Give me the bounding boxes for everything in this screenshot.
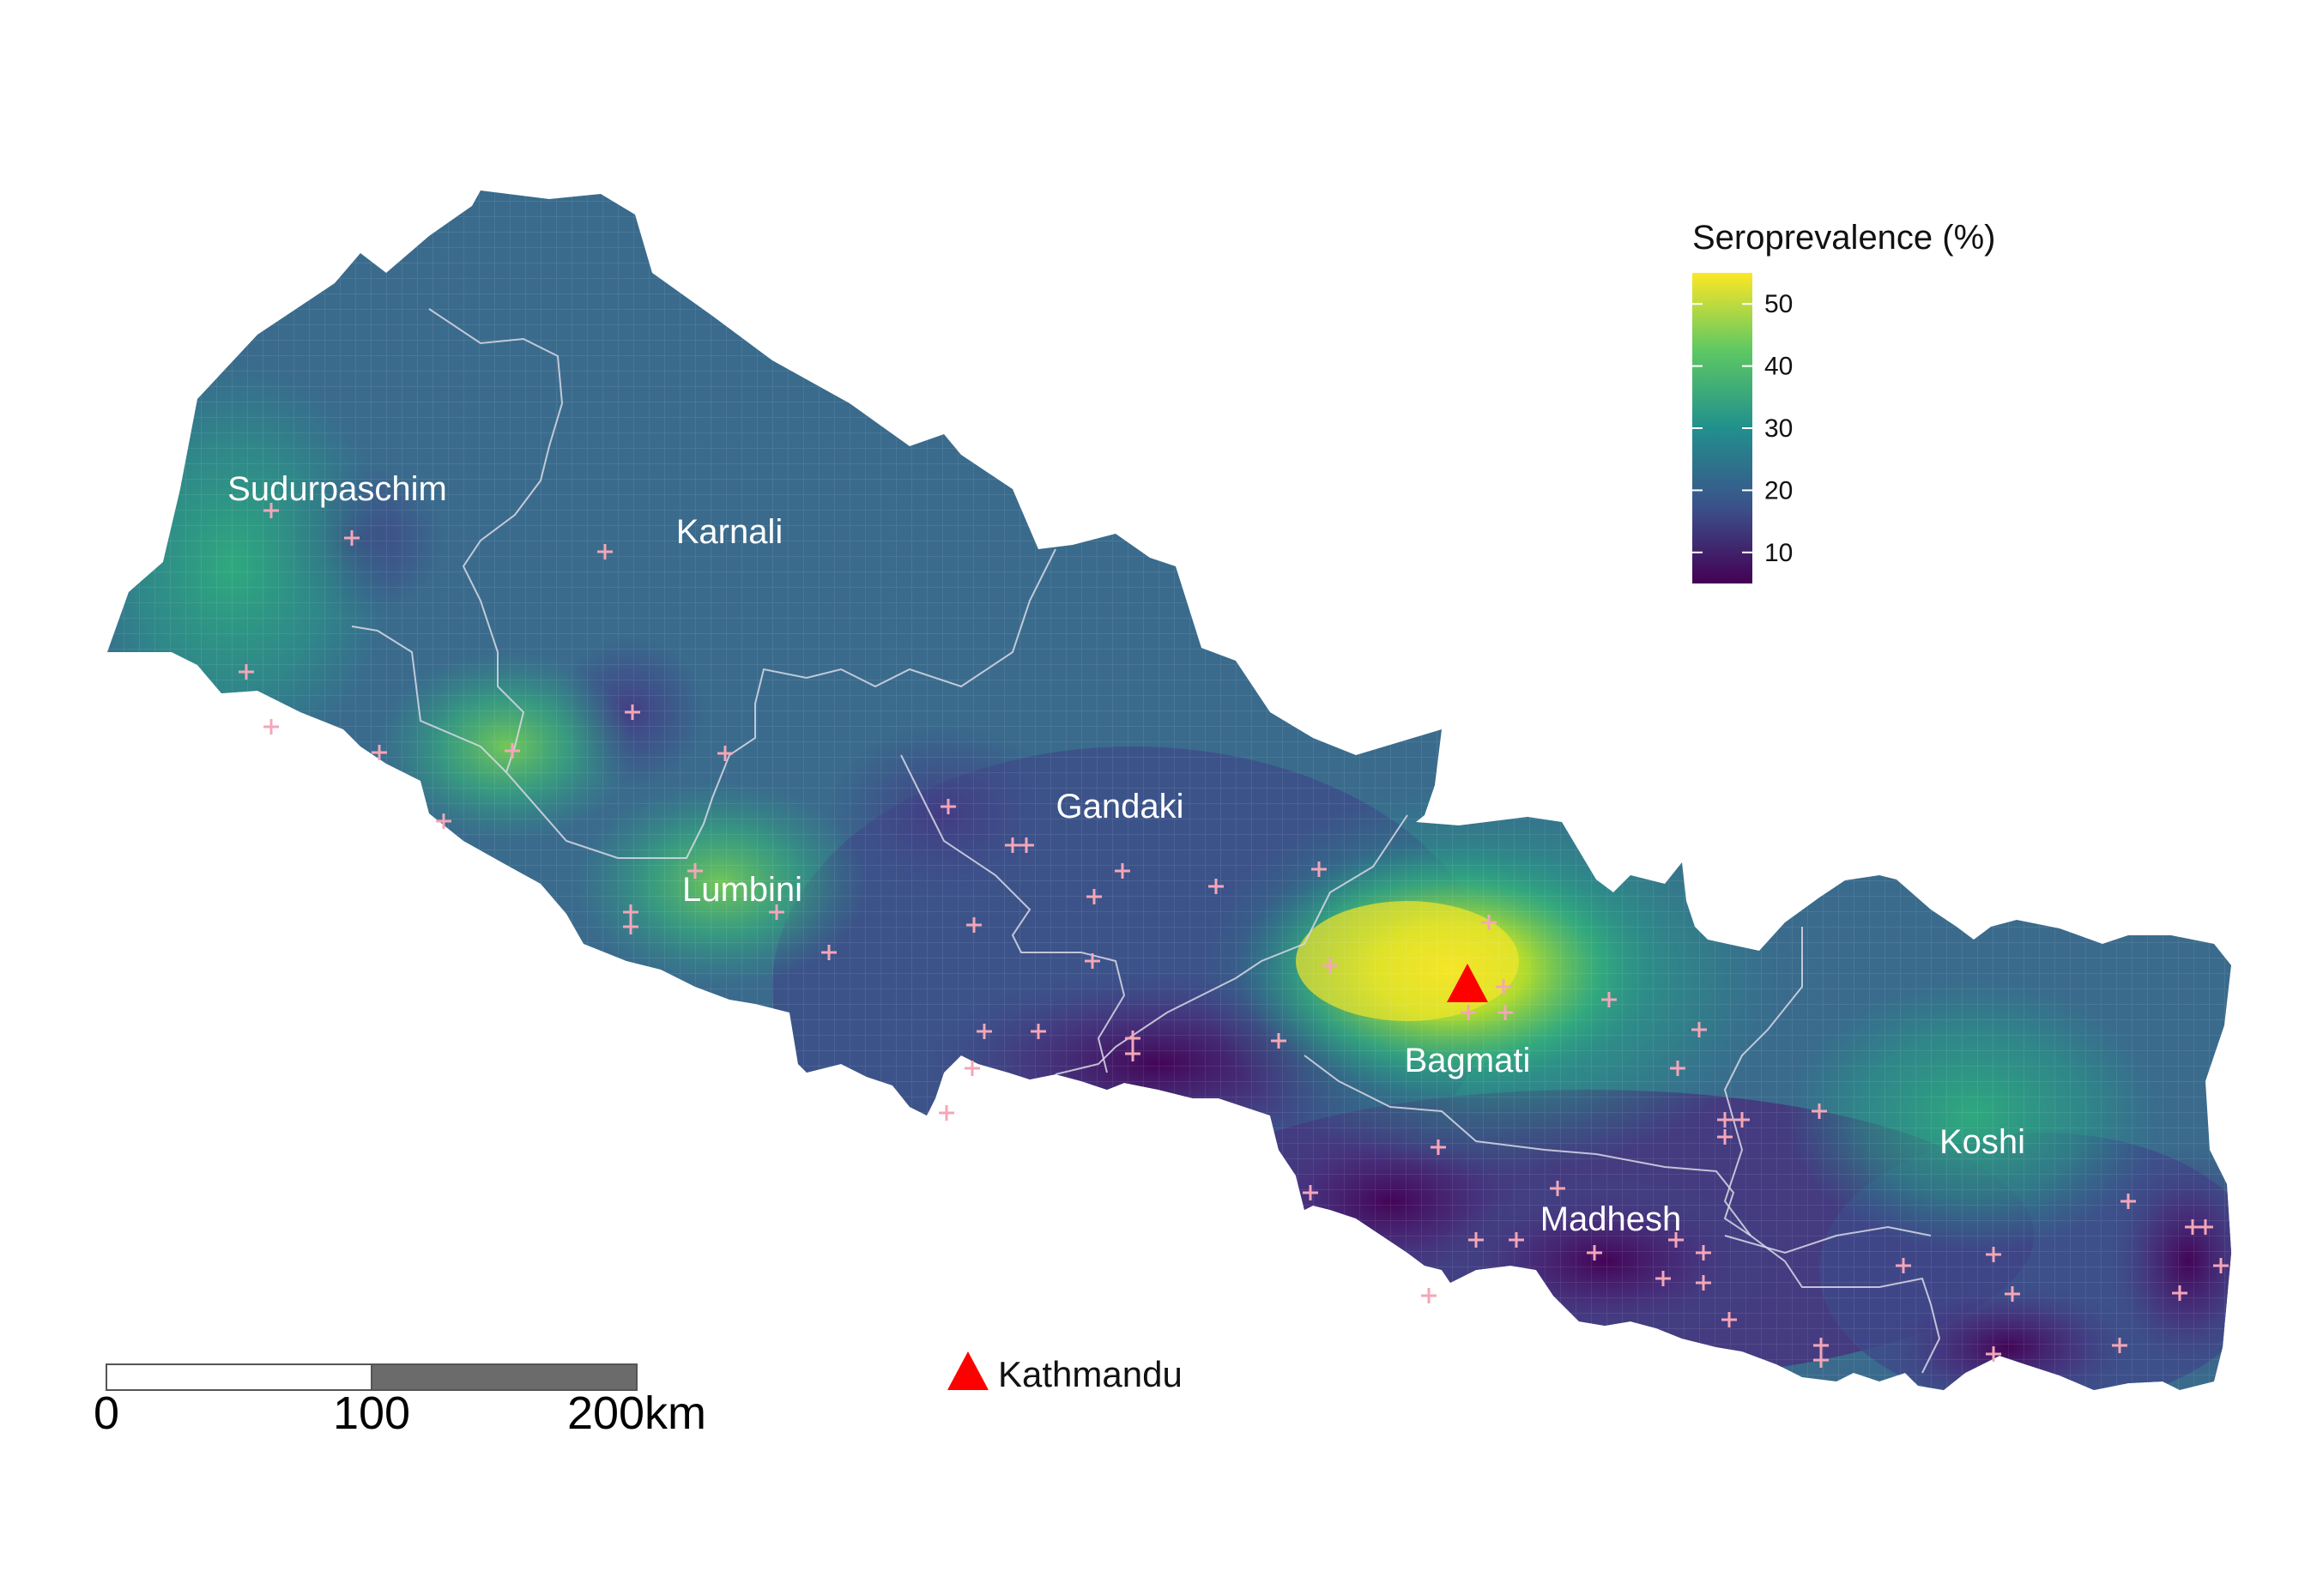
sample-marker [1125, 1031, 1140, 1046]
sample-marker [1812, 1103, 1827, 1119]
sample-marker [597, 544, 613, 559]
sample-marker [239, 664, 254, 680]
sample-marker [1208, 879, 1224, 894]
sample-marker [1271, 1033, 1286, 1049]
sample-marker [1431, 1140, 1446, 1155]
scale-bar: 0 100 200km [94, 1363, 706, 1439]
region-label: Koshi [1939, 1123, 2025, 1161]
sample-marker [1311, 861, 1327, 877]
legend-tick-label: 10 [1764, 539, 1793, 567]
sample-marker [436, 813, 451, 829]
sample-marker [821, 945, 837, 960]
sample-marker [1721, 1312, 1737, 1327]
sample-marker [1587, 1245, 1602, 1260]
sample-marker [505, 743, 520, 759]
legend-tick-label: 30 [1764, 414, 1793, 443]
sample-marker [1668, 1232, 1684, 1248]
sample-marker [2213, 1258, 2229, 1273]
scale-bar-label-200km: 200km [567, 1387, 706, 1439]
sample-marker [263, 503, 279, 518]
sample-marker [1717, 1129, 1733, 1145]
sample-marker [1696, 1245, 1711, 1260]
sample-marker [1601, 992, 1617, 1007]
sample-marker [1691, 1022, 1707, 1037]
region-label: Sudurpaschim [227, 470, 447, 508]
capital-legend-label: Kathmandu [998, 1354, 1183, 1394]
sample-marker [687, 863, 703, 879]
color-legend: Seroprevalence (%) 10 20 30 40 50 [1692, 219, 1996, 583]
sample-marker [1086, 889, 1102, 904]
sample-marker [344, 530, 360, 546]
sample-marker [1813, 1338, 1829, 1353]
sample-marker [1509, 1232, 1524, 1248]
sample-marker [1496, 979, 1511, 994]
scale-bar-label-100: 100 [333, 1387, 410, 1439]
legend-tick-label: 40 [1764, 353, 1793, 381]
sample-marker [1031, 1024, 1046, 1039]
region-label: Lumbini [682, 871, 802, 909]
sample-marker [2120, 1194, 2136, 1209]
sample-marker [372, 745, 387, 760]
sample-marker [263, 719, 279, 735]
sample-marker [623, 904, 638, 920]
sample-marker [1986, 1247, 2001, 1262]
sample-marker [1734, 1112, 1750, 1127]
region-label: Gandaki [1056, 788, 1184, 825]
sample-marker [2198, 1219, 2213, 1235]
legend-tick-label: 20 [1764, 476, 1793, 505]
sample-marker [1481, 915, 1497, 930]
sample-marker [1468, 1232, 1484, 1248]
sample-marker [769, 904, 784, 920]
sample-marker [1115, 863, 1130, 879]
capital-marker [1447, 964, 1488, 1002]
sample-marker [2005, 1286, 2020, 1302]
sample-marker [2112, 1338, 2127, 1353]
legend-title: Seroprevalence (%) [1692, 219, 1996, 257]
sample-marker [1019, 837, 1034, 853]
sample-marker [625, 704, 640, 720]
sample-marker [2172, 1285, 2187, 1301]
sample-marker [1986, 1346, 2001, 1362]
sample-marker [1550, 1181, 1565, 1196]
scale-bar-label-0: 0 [94, 1387, 119, 1439]
sample-marker [1303, 1185, 1318, 1200]
province-boundaries [351, 308, 1941, 1374]
sample-marker [941, 799, 956, 814]
sample-markers [239, 503, 2229, 1368]
sample-marker [623, 919, 638, 934]
sample-marker [1717, 1112, 1733, 1127]
sample-marker [1421, 1288, 1437, 1303]
sample-marker [717, 746, 733, 761]
sample-marker [1655, 1271, 1671, 1286]
region-label: Bagmati [1405, 1042, 1531, 1079]
legend-tick-label: 50 [1764, 290, 1793, 318]
sample-marker [1125, 1046, 1140, 1061]
sample-marker [1813, 1352, 1829, 1368]
sample-marker [1322, 958, 1338, 973]
capital-legend-icon [947, 1351, 989, 1390]
sample-marker [965, 1061, 980, 1076]
sample-marker [1896, 1258, 1911, 1273]
region-label: Madhesh [1540, 1200, 1682, 1238]
sample-marker [1497, 1005, 1513, 1020]
scale-bar-segment-dark [371, 1363, 638, 1391]
sample-marker [966, 917, 982, 933]
scale-bar-segment-white [106, 1363, 372, 1391]
sample-marker [1085, 953, 1100, 969]
sample-marker [977, 1024, 992, 1039]
sample-marker [1461, 1005, 1476, 1020]
sample-marker [1005, 837, 1020, 853]
legend-ticks: 10 20 30 40 50 [1692, 290, 1793, 567]
sample-marker [939, 1105, 954, 1121]
region-labels: Sudurpaschim Karnali Gandaki Lumbini Bag… [227, 470, 2025, 1238]
sample-marker [1670, 1061, 1685, 1076]
region-label: Karnali [676, 513, 783, 551]
capital-legend: Kathmandu [947, 1351, 1183, 1394]
sample-marker [1696, 1275, 1711, 1291]
